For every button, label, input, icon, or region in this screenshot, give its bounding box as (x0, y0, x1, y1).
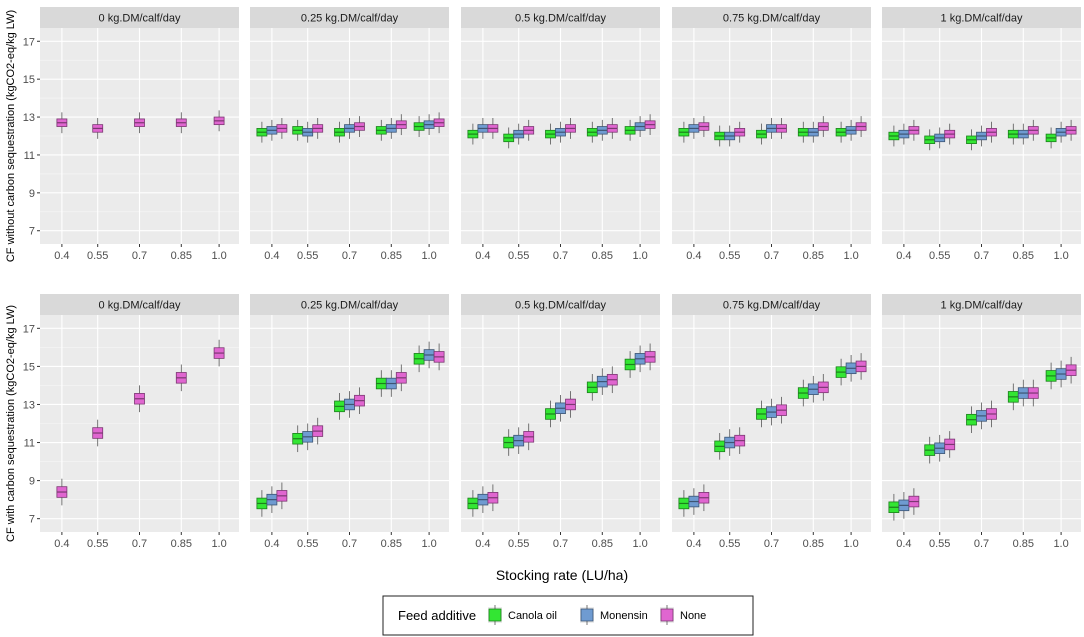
x-tick-label: 0.55 (87, 250, 108, 262)
x-tick-label: 0.4 (475, 250, 490, 262)
x-tick-label: 0.55 (87, 538, 108, 550)
x-tick-label: 0.4 (264, 250, 279, 262)
facet-strip (461, 294, 660, 315)
y-tick-label: 13 (23, 112, 35, 124)
y-tick-label: 17 (23, 36, 35, 48)
legend-entry-label: Monensin (600, 610, 648, 622)
x-tick-label: 0.85 (1013, 250, 1034, 262)
y-tick-label: 7 (29, 226, 35, 238)
x-tick-label: 1.0 (421, 538, 436, 550)
x-tick-label: 0.7 (553, 250, 568, 262)
facet-strip-label: 0.5 kg.DM/calf/day (515, 13, 607, 25)
facet-strip-label: 0 kg.DM/calf/day (99, 300, 181, 312)
legend-entry-label: Canola oil (508, 610, 557, 622)
y-axis-title: CF with carbon sequestration (kgCO2-eq/k… (5, 305, 17, 542)
x-tick-label: 1.0 (1053, 250, 1068, 262)
facet-strip (882, 7, 1081, 28)
legend: Feed additive Canola oil Monensin None (382, 595, 754, 636)
y-tick-label: 9 (29, 188, 35, 200)
facet-strip (461, 7, 660, 28)
x-tick-label: 0.85 (381, 250, 402, 262)
x-tick-label: 0.7 (132, 250, 147, 262)
facet-strip-label: 0.75 kg.DM/calf/day (723, 13, 821, 25)
facet-strip-label: 0 kg.DM/calf/day (99, 13, 181, 25)
facet-strip (672, 294, 871, 315)
y-tick-label: 11 (24, 150, 35, 162)
facet-strip-label: 1 kg.DM/calf/day (941, 13, 1023, 25)
legend-box (382, 595, 754, 636)
x-tick-label: 0.4 (264, 538, 279, 550)
x-tick-label: 0.7 (342, 250, 357, 262)
facet-strip (250, 7, 449, 28)
x-tick-label: 0.55 (719, 538, 740, 550)
x-tick-label: 0.55 (929, 250, 950, 262)
y-tick-label: 9 (29, 476, 35, 488)
x-tick-label: 1.0 (211, 250, 226, 262)
x-tick-label: 0.85 (171, 250, 192, 262)
facet-strip (40, 7, 239, 28)
x-tick-label: 0.85 (592, 538, 613, 550)
facet-strip-label: 0.25 kg.DM/calf/day (301, 300, 399, 312)
x-tick-label: 1.0 (211, 538, 226, 550)
x-tick-label: 1.0 (632, 250, 647, 262)
x-tick-label: 0.7 (342, 538, 357, 550)
x-tick-label: 1.0 (1053, 538, 1068, 550)
y-tick-label: 15 (23, 361, 35, 373)
x-tick-label: 0.4 (896, 538, 911, 550)
x-tick-label: 1.0 (632, 538, 647, 550)
facet-strip (882, 294, 1081, 315)
x-tick-label: 1.0 (843, 538, 858, 550)
x-tick-label: 0.55 (508, 250, 529, 262)
x-tick-label: 0.85 (1013, 538, 1034, 550)
legend-key-canola-oil (488, 608, 502, 622)
x-tick-label: 1.0 (843, 250, 858, 262)
x-tick-label: 0.55 (719, 250, 740, 262)
legend-entry-label: None (680, 610, 706, 622)
legend-key-monensin (580, 608, 594, 622)
x-tick-label: 0.4 (54, 250, 69, 262)
x-tick-label: 0.4 (475, 538, 490, 550)
x-tick-label: 1.0 (421, 250, 436, 262)
x-tick-label: 0.55 (508, 538, 529, 550)
facet-strip (672, 7, 871, 28)
y-tick-label: 17 (23, 323, 35, 335)
x-tick-label: 0.55 (297, 538, 318, 550)
legend-title: Feed additive (398, 608, 476, 623)
facet-strip (40, 294, 239, 315)
x-tick-label: 0.7 (764, 538, 779, 550)
facet-strip-label: 0.5 kg.DM/calf/day (515, 300, 607, 312)
x-tick-label: 0.85 (171, 538, 192, 550)
y-tick-label: 15 (23, 74, 35, 86)
x-tick-label: 0.7 (553, 538, 568, 550)
x-tick-label: 0.7 (974, 538, 989, 550)
x-tick-label: 0.85 (803, 250, 824, 262)
x-tick-label: 0.7 (132, 538, 147, 550)
x-tick-label: 0.85 (592, 250, 613, 262)
x-tick-label: 0.4 (54, 538, 69, 550)
x-tick-label: 0.4 (686, 538, 701, 550)
y-tick-label: 11 (24, 438, 35, 450)
facet-strip-label: 1 kg.DM/calf/day (941, 300, 1023, 312)
x-axis-title: Stocking rate (LU/ha) (496, 567, 628, 583)
legend-key-none (660, 608, 674, 622)
y-axis-title: CF without carbon sequestration (kgCO2-e… (5, 10, 17, 262)
x-tick-label: 0.4 (686, 250, 701, 262)
y-tick-label: 7 (29, 514, 35, 526)
x-tick-label: 0.85 (381, 538, 402, 550)
y-tick-label: 13 (23, 399, 35, 411)
facet-strip-label: 0.75 kg.DM/calf/day (723, 300, 821, 312)
x-tick-label: 0.7 (764, 250, 779, 262)
x-tick-label: 0.4 (896, 250, 911, 262)
x-tick-label: 0.55 (929, 538, 950, 550)
facet-strip (250, 294, 449, 315)
facet-strip-label: 0.25 kg.DM/calf/day (301, 13, 399, 25)
x-tick-label: 0.85 (803, 538, 824, 550)
x-tick-label: 0.7 (974, 250, 989, 262)
x-tick-label: 0.55 (297, 250, 318, 262)
